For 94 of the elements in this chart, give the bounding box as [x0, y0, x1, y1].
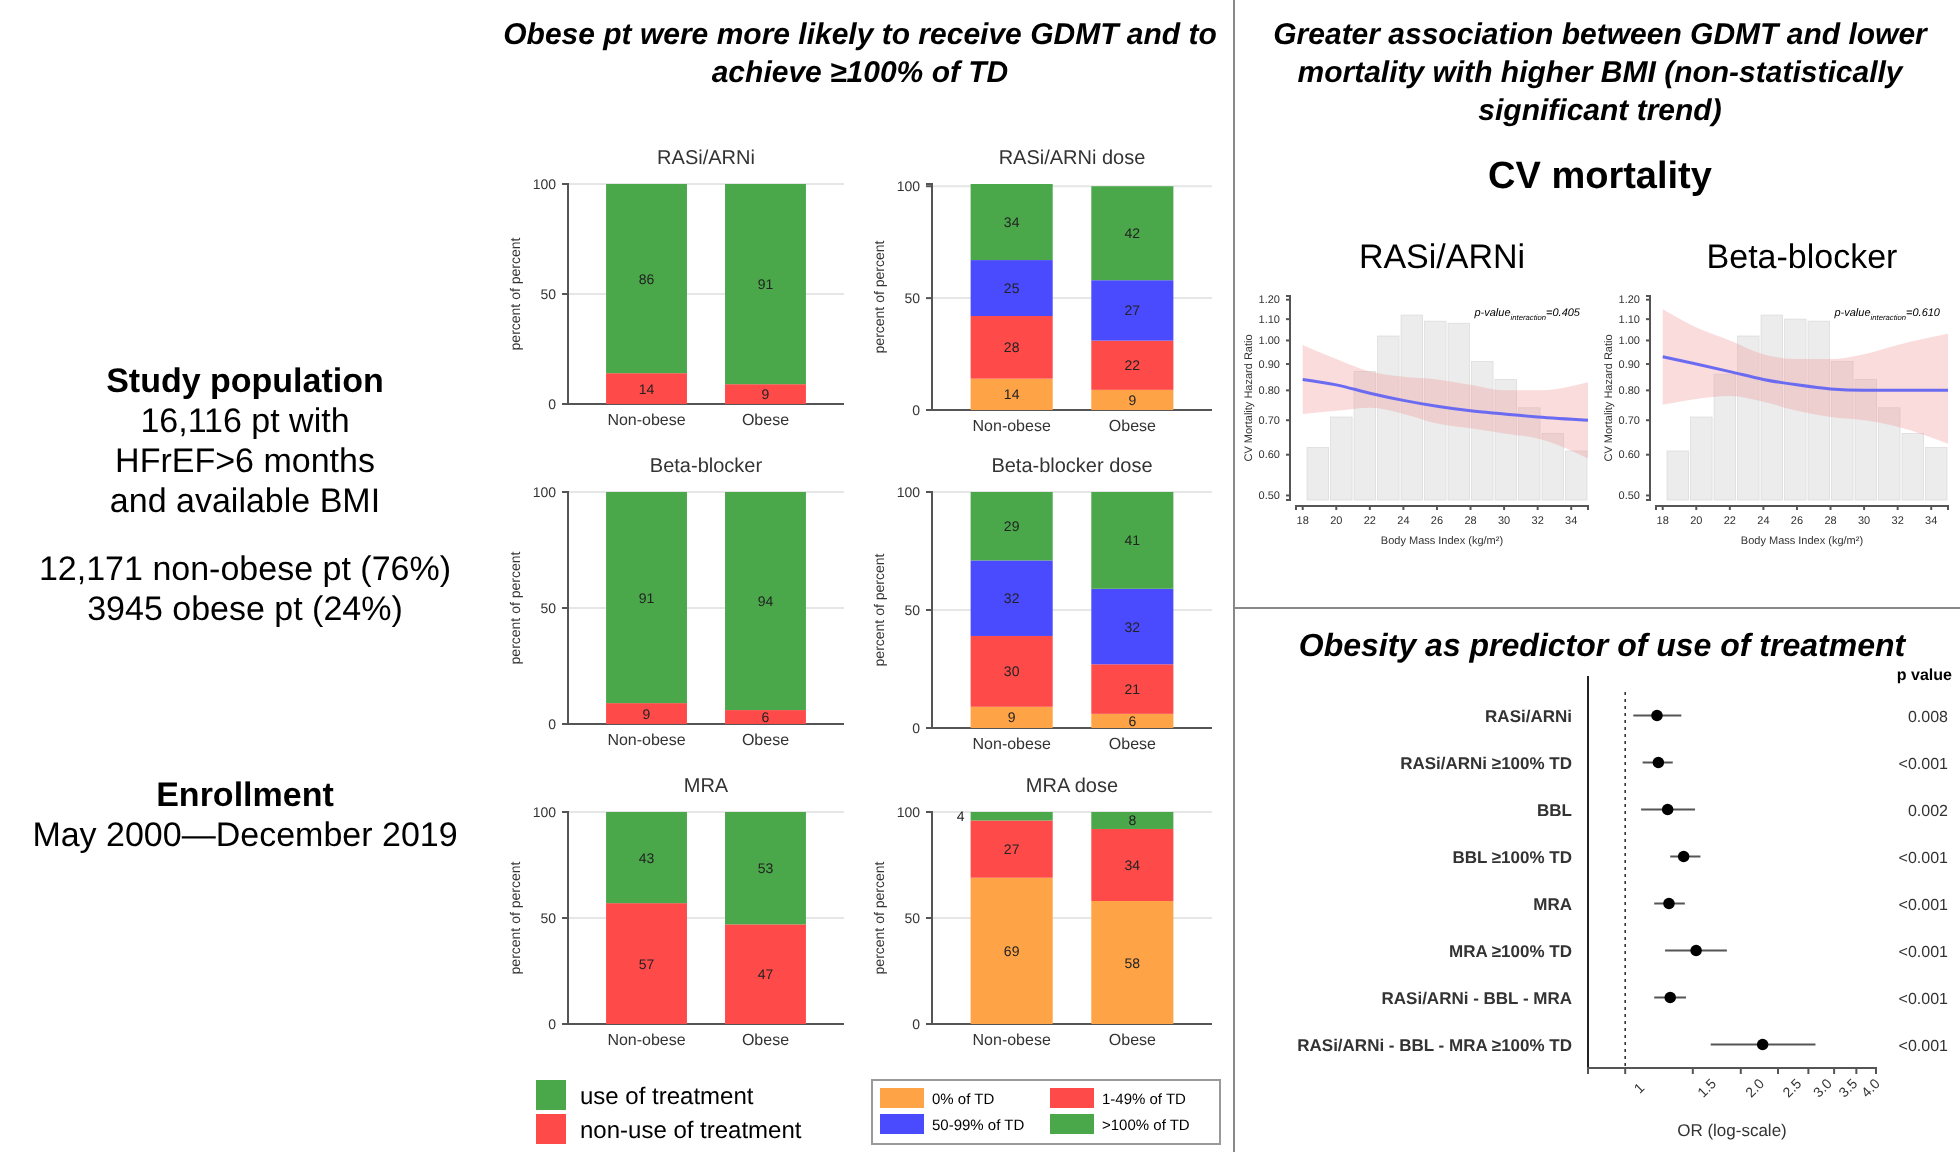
bar	[970, 877, 1053, 1024]
y-tick-label: BBL ≥100% TD	[1452, 846, 1572, 867]
bar	[606, 184, 687, 374]
x-axis-title: OR (log-scale)	[1677, 1120, 1788, 1140]
chart-title: RASi/ARNi dose	[998, 148, 1147, 170]
y2-tick-label: <0.001	[1898, 942, 1950, 961]
bar	[970, 378, 1053, 410]
bar	[725, 924, 806, 1024]
chart-title: RASi/ARNi	[657, 148, 755, 170]
bar	[970, 812, 1053, 821]
x-tick-label: Non-obese	[607, 411, 687, 430]
bar	[606, 373, 687, 404]
bar	[606, 903, 687, 1024]
y-tick-label: RASi/ARNi - BBL - MRA ≥100% TD	[1297, 1034, 1572, 1055]
y-tick-label: RASi/ARNi - BBL - MRA	[1381, 987, 1572, 1008]
bar	[725, 184, 806, 385]
y2-tick-label: <0.001	[1898, 848, 1950, 867]
text: Greater association between GDMT and lower mortality with higher BMI (non-statistically significant trend)	[1273, 18, 1930, 128]
y2-tick-label: <0.001	[1898, 754, 1950, 773]
bar	[725, 812, 806, 925]
bar	[606, 812, 687, 904]
bar	[1091, 812, 1174, 829]
x-tick-label: Non-obese	[607, 731, 687, 750]
y-tick-label: MRA ≥100% TD	[1448, 940, 1572, 961]
y-tick-label: RASi/ARNi ≥100% TD	[1400, 752, 1572, 773]
bar	[970, 820, 1053, 878]
y-tick-label: RASi/ARNi	[1485, 705, 1572, 726]
bar	[970, 560, 1053, 636]
x-tick-label: Non-obese	[972, 735, 1052, 754]
y2-tick-label: <0.001	[1898, 895, 1950, 914]
bar	[1091, 828, 1174, 902]
bar	[1091, 340, 1174, 390]
x-tick-label: Non-obese	[607, 1031, 687, 1050]
text: 12,171 non-obese pt (76%)	[38, 550, 452, 588]
line-series	[1301, 377, 1590, 422]
chart-title: Beta-blocker	[649, 456, 764, 478]
bar	[1091, 280, 1174, 341]
point	[1651, 709, 1663, 722]
point	[1664, 991, 1676, 1004]
bar	[725, 492, 806, 711]
chart-title: Beta-blocker	[1706, 238, 1899, 276]
text: CV mortality	[1488, 156, 1713, 198]
point	[1756, 1038, 1769, 1051]
bar	[970, 492, 1053, 561]
text: HFrEF>6 months	[115, 442, 375, 480]
point	[1661, 803, 1674, 816]
bar	[970, 706, 1053, 728]
bar	[1091, 901, 1174, 1024]
bar	[1091, 492, 1174, 589]
text: and available BMI	[109, 482, 381, 520]
bar	[725, 710, 806, 724]
bar	[606, 492, 687, 704]
legend-label: non-use of treatment	[580, 1116, 803, 1144]
y-tick-label: BBL	[1537, 799, 1572, 820]
text: Obese pt were more likely to receive GDMT and to achieve ≥100% of TD	[503, 18, 1217, 90]
bar	[1091, 713, 1174, 728]
bar	[1091, 588, 1174, 665]
bar	[1091, 186, 1174, 281]
bar	[1091, 389, 1174, 410]
point	[1663, 897, 1675, 910]
point	[1652, 756, 1665, 769]
legend-label: use of treatment	[580, 1082, 755, 1110]
text: Enrollment	[156, 776, 335, 814]
x-tick-label: Non-obese	[972, 417, 1052, 436]
text: 3945 obese pt (24%)	[87, 590, 403, 628]
y2-tick-label: <0.001	[1898, 1036, 1950, 1055]
bar	[1091, 664, 1174, 714]
chart-title: RASi/ARNi	[1358, 238, 1526, 276]
text: 16,116 pt with	[140, 402, 350, 440]
line-series	[1661, 355, 1950, 392]
bar	[970, 184, 1053, 261]
x-tick-label: Obese	[1108, 735, 1158, 754]
chart-title: MRA	[683, 776, 729, 798]
x-tick-label: Obese	[741, 411, 791, 430]
bar	[970, 316, 1053, 379]
y2-tick-label: 0.002	[1907, 801, 1950, 820]
x-tick-label: Obese	[1108, 417, 1158, 436]
bar	[606, 703, 687, 724]
x-tick-label: Obese	[741, 731, 791, 750]
y-tick-label: MRA	[1533, 893, 1572, 914]
chart-title: Beta-blocker dose	[991, 456, 1154, 478]
text: p value	[1896, 666, 1954, 684]
bar	[725, 384, 806, 404]
x-tick-label: Obese	[741, 1031, 791, 1050]
y2-tick-label: 0.008	[1907, 707, 1950, 726]
y2-tick-label: <0.001	[1898, 989, 1950, 1008]
text: May 2000—December 2019	[32, 816, 458, 854]
chart-title: MRA dose	[1025, 776, 1119, 798]
bar	[970, 635, 1053, 707]
text: Study population	[106, 362, 384, 400]
chart-title: Obesity as predictor of use of treatment	[1298, 630, 1907, 664]
bar	[970, 260, 1053, 317]
x-tick-label: Obese	[1108, 1031, 1158, 1050]
x-tick-label: Non-obese	[972, 1031, 1052, 1050]
